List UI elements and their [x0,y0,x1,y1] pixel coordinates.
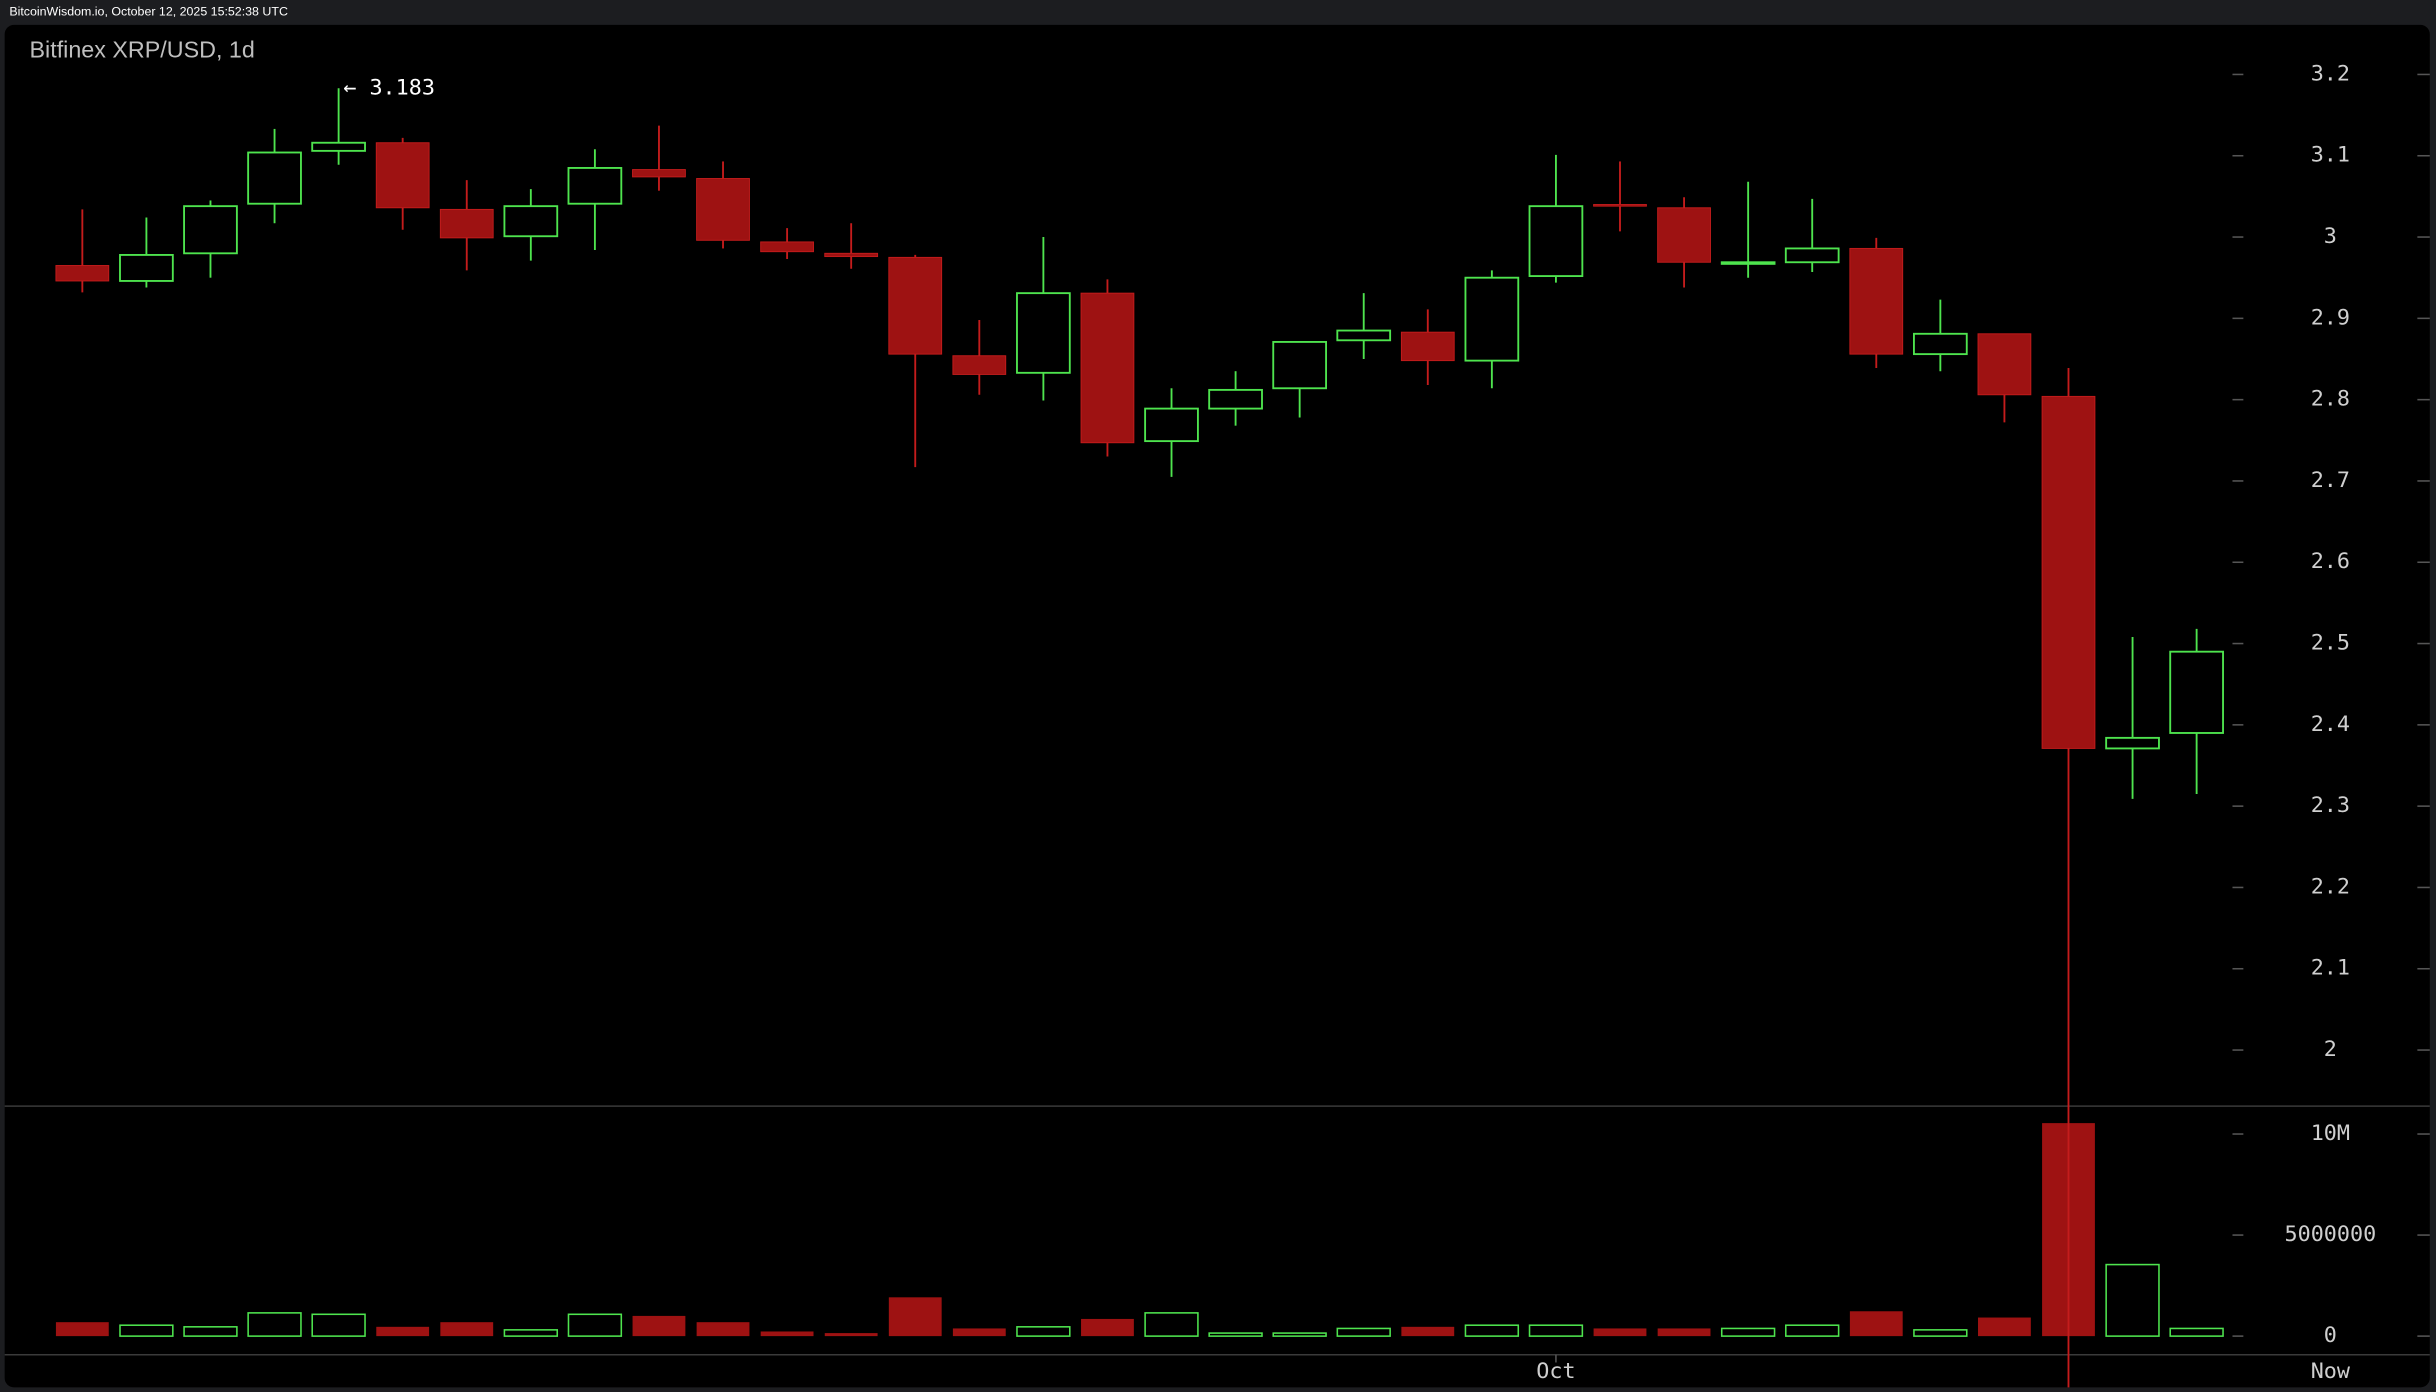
volume-bar [1593,1328,1647,1337]
y-tick-label: 2.5 [2311,631,2350,656]
candle-body [1977,333,2032,396]
candle-body [1080,292,1135,444]
candle-body [1016,292,1071,374]
y2-tick-label: 0 [2324,1323,2337,1348]
y2-tick-label: 5000000 [2285,1222,2377,1247]
candle-body [1657,207,1711,263]
volume-bar [696,1322,750,1337]
x-tick-label: Oct [1536,1359,1575,1384]
candle-body [375,142,430,209]
volume-bar [1849,1311,1903,1337]
candle-body [1849,247,1904,355]
y-tick-label: 2.9 [2311,305,2350,330]
volume-bar [1336,1327,1391,1337]
volume-bar [247,1312,302,1337]
candle-body [1784,247,1840,264]
candle-body [2105,736,2160,750]
y-tick-label: 2 [2324,1037,2337,1062]
candle-body [1720,261,1776,265]
candle-body [439,208,494,239]
volume-bar [1528,1324,1584,1337]
y-tick-label: 2.6 [2311,549,2350,574]
candle-body [760,241,814,253]
candle-body [1272,340,1327,390]
candle-body [311,141,366,152]
candle-body [824,252,879,258]
volume-bar [440,1322,494,1337]
volume-bar [2105,1263,2160,1337]
candle-body [55,265,110,282]
volume-bar [632,1315,686,1337]
candle-body [696,178,750,241]
volume-bar [888,1297,942,1337]
volume-bar [1657,1328,1711,1337]
volume-bar [760,1331,814,1337]
volume-bar [1081,1318,1134,1337]
volume-bar [1144,1312,1199,1337]
volume-bar [183,1326,238,1337]
y-tick-label: 2.3 [2311,793,2350,818]
volume-bar [824,1333,878,1337]
volume-bar [1272,1332,1327,1337]
volume-bar [376,1326,430,1337]
plot [55,88,2224,1388]
candle-body [1208,388,1263,410]
y-tick-label: 2.8 [2311,387,2350,412]
candle-body [567,167,623,205]
candle-body [2041,395,2096,749]
now-label: Now [2311,1359,2351,1384]
candle-body [183,205,238,255]
y-tick-label: 2.4 [2311,712,2350,737]
volume-bar [311,1313,366,1337]
y2-tick-label: 10M [2311,1121,2350,1146]
y-tick-label: 2.7 [2311,468,2350,493]
candle-body [1144,407,1199,443]
volume-bar [1785,1324,1840,1337]
volume-bar [2169,1327,2224,1337]
candle-body [888,256,943,355]
candle-body [1336,329,1392,342]
chart-panel [4,24,2430,1388]
candle-body [2169,650,2224,734]
y-tick-label: 2.2 [2311,874,2350,899]
volume-bar [952,1328,1006,1337]
candle-body [119,254,174,282]
volume-bar [1401,1326,1455,1337]
y-tick-label: 2.1 [2311,956,2350,981]
volume-bar [567,1313,623,1337]
volume-bar [503,1329,559,1337]
volume-bar [1913,1329,1968,1337]
header-text: BitcoinWisdom.io, October 12, 2025 15:52… [9,5,288,19]
volume-bar [1720,1327,1776,1337]
candle-body [1593,204,1647,207]
candle-body [952,355,1007,375]
candle-body [247,151,302,205]
chart-title: Bitfinex XRP/USD, 1d [30,36,255,62]
candle-body [1913,332,1968,356]
volume-bar [1978,1317,2031,1337]
y-tick-label: 3.1 [2311,143,2350,168]
volume-bar [55,1322,109,1337]
volume-bar [1464,1324,1520,1337]
candle-body [1528,205,1584,278]
max-annotation: ← 3.183 [343,75,435,100]
candle-body [632,169,686,178]
candle-body [1400,331,1455,362]
candle-body [1464,276,1520,362]
y-tick-label: 3.2 [2311,61,2350,86]
volume-bar [119,1324,174,1337]
candle-body [503,205,559,238]
y-tick-label: 3 [2324,224,2337,249]
volume-bar [1208,1332,1263,1337]
volume-bar [1016,1326,1071,1337]
